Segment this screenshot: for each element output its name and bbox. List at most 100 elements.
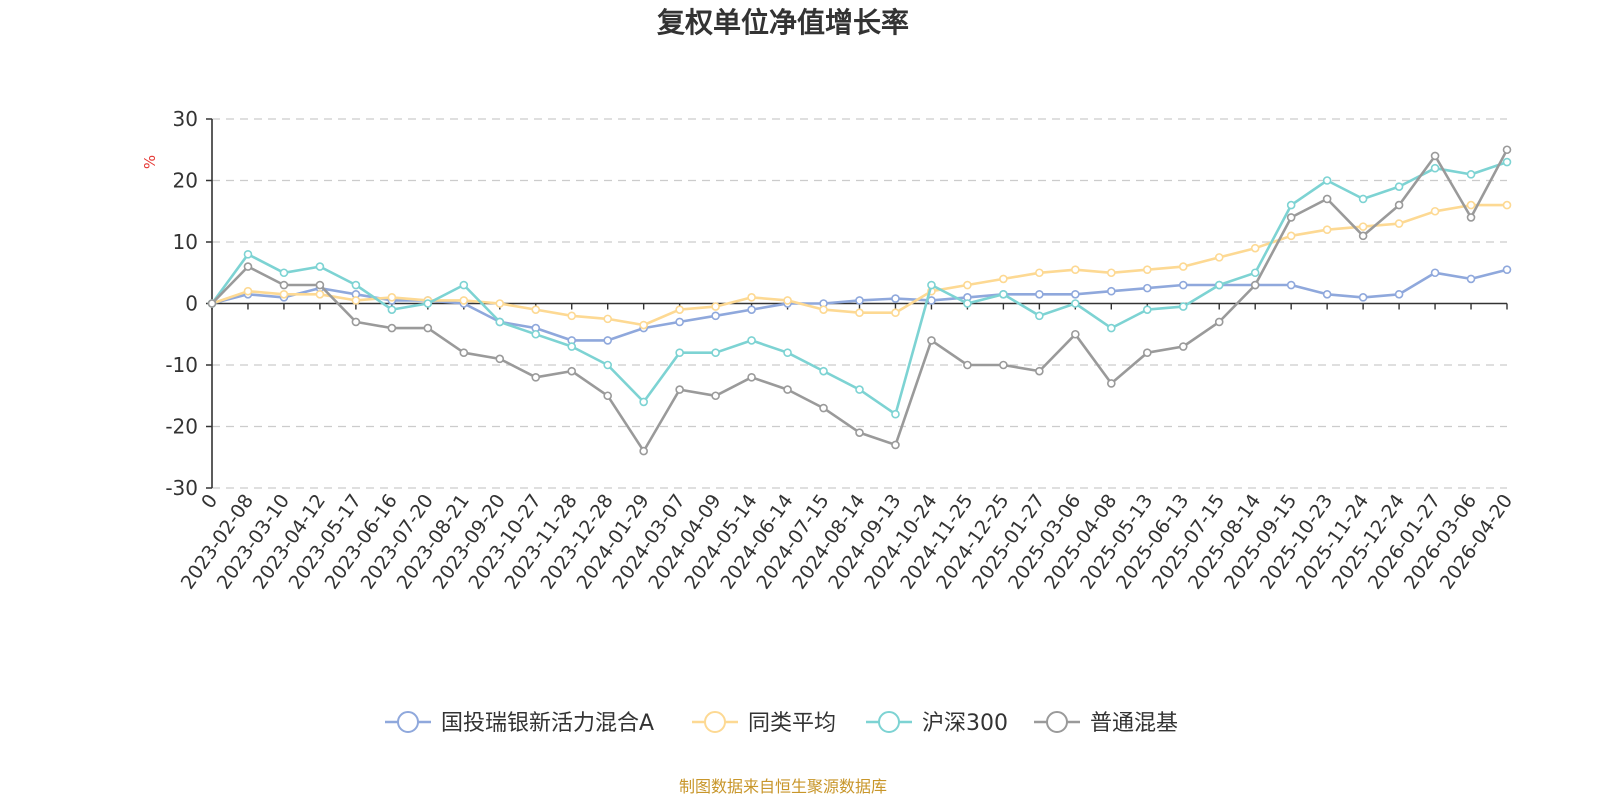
series-1-point xyxy=(459,296,469,305)
series-3-point xyxy=(747,372,756,382)
legend-item-2[interactable]: 沪深300 xyxy=(866,711,1008,736)
series-0-point xyxy=(1322,289,1332,299)
series-3-point xyxy=(783,385,792,394)
legend-item-3[interactable]: 普通混基 xyxy=(1034,711,1178,736)
legend-item-0[interactable]: 国投瑞银新活力混合A xyxy=(385,711,654,736)
series-3-point xyxy=(1358,231,1368,241)
series-2-point xyxy=(423,299,433,308)
series-2-point xyxy=(315,262,325,271)
series-0-point xyxy=(711,311,720,321)
series-2-point xyxy=(783,348,792,358)
series-line-2 xyxy=(210,160,1508,416)
legend-item-1[interactable]: 同类平均 xyxy=(692,711,836,736)
series-0-point xyxy=(1430,268,1440,278)
series-2-point xyxy=(639,397,648,407)
series-2-point xyxy=(1286,200,1296,210)
series-0-point xyxy=(1107,286,1116,296)
series-0-point xyxy=(675,317,684,327)
series-3-point xyxy=(1107,379,1116,388)
series-1-point xyxy=(567,311,577,321)
series-2-point xyxy=(1142,305,1152,314)
data-source-note: 制图数据来自恒生聚源数据库 xyxy=(679,777,887,796)
series-3-point xyxy=(1178,342,1188,351)
legend-label-1: 同类平均 xyxy=(748,711,836,736)
series-0-point xyxy=(1466,274,1476,284)
series-1-point xyxy=(1394,219,1404,228)
series-3-point xyxy=(1250,280,1260,290)
series-1-point xyxy=(1358,222,1368,231)
x-tick-label: 0 xyxy=(197,490,222,513)
series-3-point xyxy=(459,348,469,358)
legend-marker-3 xyxy=(1046,711,1068,733)
series-3-point xyxy=(891,440,900,450)
series-2-point xyxy=(1178,302,1188,311)
series-3-point xyxy=(1322,194,1332,204)
legend-label-3: 普通混基 xyxy=(1090,711,1178,736)
series-3-point xyxy=(315,280,325,290)
y-tick-label: -20 xyxy=(165,415,198,439)
series-2-point xyxy=(1430,163,1440,173)
series-2-point xyxy=(711,348,720,358)
series-1-point xyxy=(1071,265,1080,274)
series-1-point xyxy=(531,305,541,314)
series-0-point xyxy=(1178,280,1188,290)
series-2-point xyxy=(999,289,1008,299)
series-1-point xyxy=(1286,231,1296,241)
series-3-point xyxy=(1142,348,1152,358)
series-1-point xyxy=(1430,206,1440,216)
series-0-point xyxy=(1502,265,1512,274)
series-3-point xyxy=(531,372,541,382)
series-1-point xyxy=(1502,200,1512,210)
y-tick-label: 20 xyxy=(173,169,198,193)
series-2-point xyxy=(279,268,289,278)
series-2-point xyxy=(1214,280,1224,290)
series-1-point xyxy=(1250,243,1260,253)
series-0-point xyxy=(1035,289,1044,299)
series-3-point xyxy=(567,366,577,376)
series-2-point xyxy=(351,280,361,290)
series-1-point xyxy=(315,289,325,299)
series-2-point xyxy=(1358,194,1368,204)
series-3-point xyxy=(999,360,1008,370)
chart-title: 复权单位净值增长率 xyxy=(657,6,909,39)
series-0-point xyxy=(855,296,864,305)
y-tick-label: 0 xyxy=(185,292,198,316)
y-tick-label: -30 xyxy=(165,476,198,500)
series-3-point xyxy=(675,385,684,394)
series-3-point xyxy=(207,299,217,308)
series-3-point xyxy=(603,391,612,401)
series-2-point xyxy=(567,342,577,351)
legend[interactable]: 国投瑞银新活力混合A 同类平均 沪深300 普通混基 xyxy=(385,711,1178,736)
series-2-point xyxy=(855,385,864,394)
series-2-point xyxy=(891,409,900,419)
series-1-point xyxy=(1178,262,1188,271)
series-2-point xyxy=(819,366,828,376)
series-2-point xyxy=(1394,182,1404,191)
series-2-point xyxy=(1466,170,1476,179)
series-0-point xyxy=(1394,289,1404,299)
series-3-point xyxy=(1286,213,1296,222)
series-2-point xyxy=(675,348,684,358)
series-2-point xyxy=(459,280,469,290)
series-2-point xyxy=(1035,311,1044,321)
series-2-point xyxy=(927,280,936,290)
series-0-point xyxy=(747,305,756,314)
series-0-point xyxy=(891,294,900,303)
series-0-point xyxy=(1286,280,1296,290)
series-3-point xyxy=(1214,317,1224,327)
series-1-point xyxy=(1466,200,1476,210)
series-1-point xyxy=(1035,268,1044,278)
series-3-point xyxy=(387,323,397,333)
series-1-point xyxy=(243,286,253,296)
series-1-point xyxy=(351,296,361,305)
series-2-point xyxy=(1250,268,1260,278)
series-3-point xyxy=(819,403,828,413)
series-2-point xyxy=(963,299,972,308)
series-1-point xyxy=(711,302,720,311)
series-2-point xyxy=(603,360,612,370)
series-0-point xyxy=(1142,283,1152,293)
series-2-point xyxy=(1322,176,1332,185)
series-2-point xyxy=(387,305,397,314)
series-1-point xyxy=(819,305,828,314)
